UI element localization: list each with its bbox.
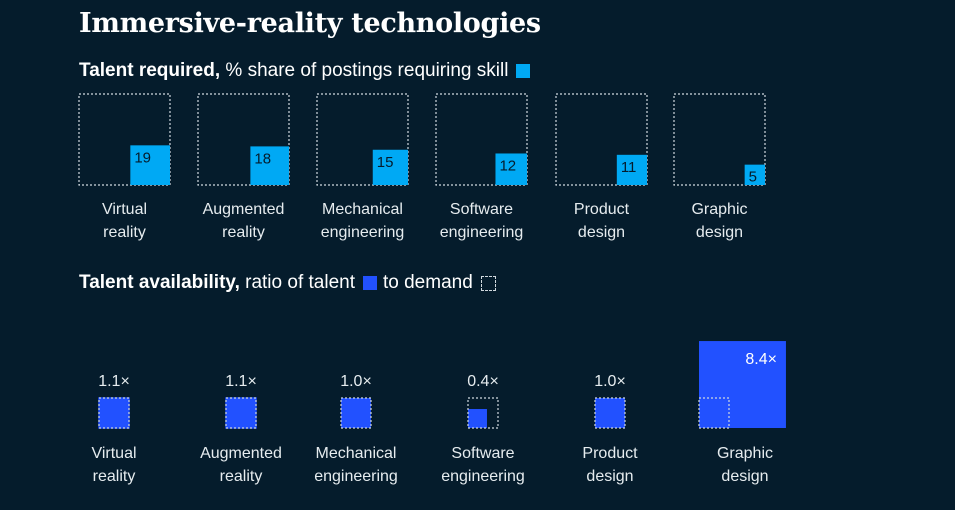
talent-availability-heading-bold: Talent availability, [79, 272, 240, 293]
required-category-label-line: engineering [320, 224, 405, 241]
required-value-square [616, 154, 647, 185]
talent-value-square [98, 397, 130, 429]
required-value-label: 12 [499, 157, 516, 174]
required-reference-box [197, 93, 290, 186]
required-legend-swatch [516, 64, 531, 78]
required-category-label-line: Software [449, 201, 514, 218]
required-category-label-line: Mechanical [322, 201, 403, 218]
chart-title: Immersive-reality technologies [79, 8, 541, 39]
talent-value-label: 1.0× [594, 373, 626, 390]
talent-required-heading: Talent required, % share of postings req… [79, 60, 536, 82]
availability-category-label-line: Product [582, 445, 638, 462]
required-category-label-line: engineering [439, 224, 524, 241]
availability-category-label: Virtual reality [44, 442, 184, 488]
availability-category-label: Mechanical engineering [286, 442, 426, 488]
demand-reference-box [340, 397, 372, 429]
availability-category-label-line: design [721, 468, 769, 485]
required-value-label: 19 [134, 149, 151, 166]
availability-category-label-line: reality [219, 468, 263, 485]
required-value-square [130, 145, 170, 185]
talent-value-label: 1.1× [225, 373, 257, 390]
required-category-label: Virtual reality [55, 198, 195, 244]
required-category-label-line: design [695, 224, 744, 241]
talent-required-heading-bold: Talent required, [79, 60, 221, 81]
required-category-label-line: Graphic [691, 201, 748, 218]
required-reference-box [555, 93, 648, 186]
required-reference-box [316, 93, 409, 186]
availability-category-label-line: engineering [441, 468, 525, 485]
talent-value-square [468, 409, 487, 428]
availability-category-label-line: engineering [314, 468, 398, 485]
required-value-square [495, 153, 527, 185]
required-reference-box [673, 93, 766, 186]
availability-category-label-line: Graphic [716, 445, 774, 462]
required-category-label-line: Product [573, 201, 630, 218]
talent-required-heading-text: % share of postings requiring skill [220, 60, 509, 81]
talent-value-square [225, 397, 257, 429]
talent-value-square [341, 398, 371, 428]
required-category-label-line: Virtual [101, 201, 148, 218]
availability-category-label-line: Augmented [200, 445, 282, 462]
availability-category-label: Software engineering [413, 442, 553, 488]
talent-availability-heading-end: to demand [382, 272, 473, 293]
demand-reference-box [225, 397, 257, 429]
required-category-label-line: design [577, 224, 626, 241]
talent-value-square [699, 341, 786, 428]
required-value-label: 5 [749, 169, 757, 186]
required-value-square [744, 164, 765, 185]
required-category-label-line: reality [222, 224, 265, 241]
demand-reference-box [98, 397, 130, 429]
required-category-label: Software engineering [412, 198, 552, 244]
required-category-label-line: Augmented [202, 201, 285, 218]
demand-reference-box [698, 397, 730, 429]
talent-value-label: 1.0× [340, 373, 372, 390]
talent-value-label: 0.4× [467, 373, 499, 390]
talent-value-label: 8.4× [745, 351, 777, 368]
required-category-label: Mechanical engineering [293, 198, 433, 244]
demand-legend-swatch [480, 275, 496, 291]
required-value-label: 11 [621, 159, 637, 176]
talent-legend-swatch [362, 276, 377, 290]
required-category-label: Augmented reality [174, 198, 314, 244]
talent-availability-heading-text: ratio of talent [239, 272, 355, 293]
required-reference-box [435, 93, 528, 186]
talent-value-label: 1.1× [98, 373, 130, 390]
required-value-label: 18 [254, 150, 271, 167]
availability-category-label-line: Virtual [91, 445, 137, 462]
required-value-square [372, 149, 408, 185]
availability-category-label: Augmented reality [171, 442, 311, 488]
required-category-label: Graphic design [650, 198, 790, 244]
required-value-label: 15 [377, 154, 394, 171]
availability-category-label: Product design [540, 442, 680, 488]
required-reference-box [78, 93, 171, 186]
availability-category-label-line: design [586, 468, 634, 485]
availability-category-label-line: reality [92, 468, 136, 485]
demand-reference-box [467, 397, 499, 429]
talent-availability-heading: Talent availability, ratio of talent to … [79, 272, 496, 294]
demand-reference-box [594, 397, 626, 429]
availability-category-label-line: Mechanical [315, 445, 397, 462]
availability-category-label: Graphic design [675, 442, 815, 488]
required-category-label: Product design [532, 198, 672, 244]
required-category-label-line: reality [103, 224, 146, 241]
talent-value-square [595, 398, 625, 428]
required-value-square [250, 146, 289, 185]
availability-category-label-line: Software [451, 445, 515, 462]
